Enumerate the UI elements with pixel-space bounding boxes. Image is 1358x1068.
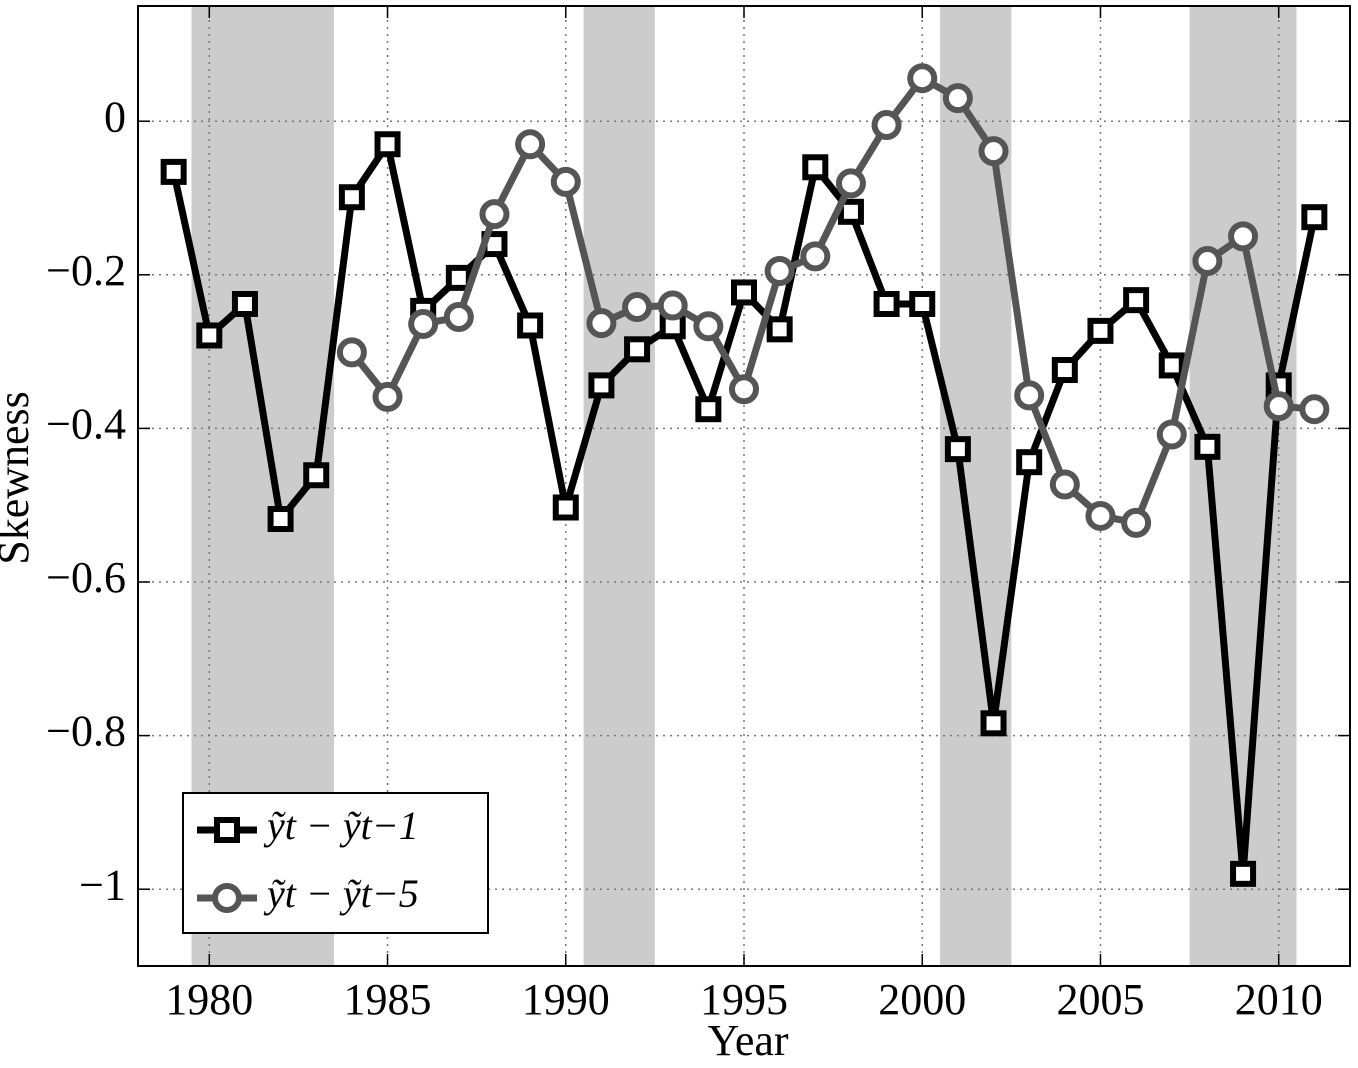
marker: [1156, 419, 1187, 450]
marker: [1299, 394, 1330, 425]
marker: [552, 494, 579, 521]
x-axis-label: Year: [707, 1016, 788, 1065]
marker: [731, 279, 757, 306]
marker: [445, 264, 472, 291]
y-tick-label: −0.6: [46, 553, 126, 602]
marker: [657, 290, 688, 321]
marker: [515, 129, 546, 160]
marker: [443, 302, 474, 333]
marker: [1016, 449, 1043, 476]
marker: [214, 817, 240, 843]
marker: [550, 166, 581, 197]
x-tick-label: 1980: [165, 975, 253, 1024]
marker: [802, 154, 829, 181]
marker: [942, 83, 973, 114]
x-tick-label: 2010: [1235, 975, 1323, 1024]
marker: [980, 710, 1007, 737]
marker: [1158, 352, 1185, 379]
y-tick-label: −1: [79, 860, 126, 909]
marker: [267, 506, 294, 533]
marker: [586, 308, 617, 339]
marker: [1051, 357, 1078, 384]
y-tick-label: −0.8: [46, 707, 126, 756]
marker: [1228, 221, 1259, 252]
marker: [196, 322, 223, 349]
x-tick-label: 2005: [1056, 975, 1144, 1024]
shaded-region: [1189, 6, 1297, 966]
plot-frame: [137, 5, 1351, 967]
marker: [1194, 433, 1221, 460]
marker: [909, 290, 936, 317]
marker: [1087, 317, 1114, 344]
marker: [766, 316, 793, 343]
marker: [212, 883, 242, 913]
marker: [873, 290, 900, 317]
marker: [517, 312, 544, 339]
marker: [978, 136, 1009, 167]
marker: [408, 308, 439, 339]
marker: [1301, 204, 1328, 231]
lines: [160, 63, 1330, 887]
marker: [695, 396, 722, 423]
marker: [231, 290, 258, 317]
marker: [622, 292, 653, 323]
shaded-region: [583, 6, 655, 966]
marker: [693, 311, 724, 342]
marker: [588, 372, 615, 399]
marker: [1121, 507, 1152, 538]
marker: [1014, 380, 1045, 411]
marker: [336, 337, 367, 368]
series-line: [349, 74, 1315, 527]
marker: [338, 184, 365, 211]
marker: [303, 462, 330, 489]
legend-label: ỹt − ỹt−5: [263, 871, 419, 916]
y-tick-label: −0.2: [46, 246, 126, 295]
marker: [1192, 245, 1223, 276]
marker: [372, 381, 403, 412]
y-axis-label: Skewness: [0, 391, 38, 565]
legend-label: ỹt − ỹt−1: [263, 803, 419, 848]
x-tick-label: 2000: [878, 975, 966, 1024]
marker: [907, 63, 938, 94]
marker: [479, 199, 510, 230]
marker: [1123, 287, 1150, 314]
marker: [1049, 469, 1080, 500]
marker: [624, 336, 651, 363]
marker: [835, 168, 866, 199]
x-tick-label: 1990: [522, 975, 610, 1024]
y-tick-label: −0.4: [46, 399, 126, 448]
legend: ỹt − ỹt−1 ỹt − ỹt−5: [182, 792, 489, 934]
x-tick-label: 1995: [700, 975, 788, 1024]
marker: [871, 110, 902, 141]
marker: [1230, 860, 1257, 887]
marker: [729, 374, 759, 405]
marker: [764, 255, 795, 286]
shaded-region: [940, 6, 1012, 966]
marker: [944, 436, 971, 463]
marker: [160, 158, 187, 185]
marker: [1085, 500, 1116, 531]
marker: [800, 241, 831, 272]
y-tick-label: 0: [104, 92, 126, 141]
grid: −1 −0.8 −0.6 −0.4 −0.2 0 1980 1985 1990 1995 2000 2…: [46, 6, 1350, 1024]
marker: [374, 131, 401, 158]
x-tick-label: 1985: [344, 975, 432, 1024]
marker: [1263, 391, 1294, 422]
